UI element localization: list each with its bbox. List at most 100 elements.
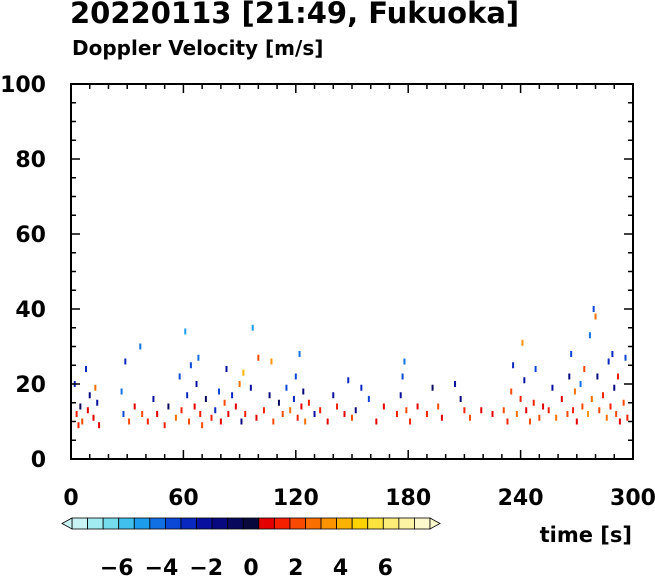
data-point: [184, 328, 187, 335]
data-point: [204, 396, 207, 402]
data-point: [360, 384, 363, 391]
colorbar-swatch: [196, 517, 213, 530]
data-point: [128, 418, 131, 425]
data-point: [238, 381, 241, 387]
data-point: [88, 392, 91, 399]
data-point: [139, 343, 142, 350]
data-point: [588, 332, 591, 339]
y-tick-label: 0: [31, 448, 46, 473]
data-point: [336, 403, 339, 410]
data-point: [617, 373, 620, 380]
x-axis-label: time [s]: [540, 523, 632, 547]
data-point: [454, 381, 457, 387]
y-tick-label: 60: [15, 223, 46, 248]
data-point: [547, 407, 550, 414]
data-point: [512, 362, 515, 369]
data-point: [231, 392, 234, 399]
data-point: [225, 366, 228, 372]
data-point: [219, 418, 222, 425]
data-point: [523, 377, 526, 384]
data-point: [572, 407, 575, 414]
data-point: [178, 373, 181, 380]
data-point: [197, 354, 200, 361]
data-point: [607, 358, 610, 365]
colorbar-swatch: [320, 517, 338, 530]
colorbar-swatch: [305, 517, 322, 530]
data-point: [575, 418, 578, 425]
colorbar-swatch: [382, 517, 400, 530]
data-point: [186, 392, 189, 399]
data-point: [217, 388, 220, 395]
data-point: [300, 403, 303, 410]
data-points: [73, 306, 629, 429]
colorbar-swatch: [102, 517, 120, 530]
data-point: [81, 418, 84, 425]
data-point: [199, 411, 202, 417]
data-point: [296, 414, 299, 421]
colorbar-tick-label: 0: [243, 556, 258, 577]
data-point: [542, 403, 545, 410]
data-point: [425, 411, 428, 417]
x-tick-label: 300: [610, 486, 655, 511]
data-point: [405, 407, 408, 414]
data-point: [534, 366, 537, 372]
data-point: [590, 396, 593, 402]
data-point: [201, 422, 204, 429]
data-point: [272, 418, 275, 425]
colorbar-tick-labels: −6 −4 −2 0 2 4 6: [100, 556, 393, 577]
data-point: [156, 411, 159, 417]
data-point: [255, 414, 258, 421]
colorbar-swatch: [133, 517, 151, 530]
colorbar-swatch: [289, 517, 306, 530]
data-point: [382, 403, 385, 410]
y-tick-label: 80: [15, 148, 46, 173]
axis-ticks: [70, 83, 634, 460]
data-point: [268, 392, 271, 399]
data-point: [521, 339, 524, 346]
colorbar-tick-label: 2: [288, 556, 303, 577]
data-point: [519, 396, 522, 402]
data-point: [214, 407, 217, 414]
data-point: [86, 407, 89, 414]
data-point: [602, 392, 605, 399]
colorbar-tick-label: 6: [378, 556, 393, 577]
colorbar-swatch: [149, 517, 166, 530]
data-point: [270, 358, 273, 365]
data-point: [409, 418, 412, 425]
colorbar-swatch: [164, 517, 182, 530]
data-point: [298, 351, 301, 357]
data-point: [210, 414, 213, 421]
data-point: [313, 411, 316, 417]
data-point: [223, 399, 226, 406]
data-point: [538, 414, 541, 421]
colorbar-swatch: [118, 517, 135, 530]
data-point: [96, 399, 99, 406]
chart-subtitle: Doppler Velocity [m/s]: [72, 36, 324, 60]
data-point: [189, 362, 192, 369]
data-point: [592, 306, 595, 312]
colorbar-tick-label: −4: [145, 556, 179, 577]
plot-frame: [70, 83, 634, 460]
colorbar-swatch: [273, 517, 291, 530]
data-point: [94, 384, 97, 391]
y-tick-labels: 0 20 40 60 80 100: [0, 73, 46, 473]
data-point: [626, 414, 629, 421]
x-tick-label: 120: [273, 486, 319, 511]
data-point: [77, 422, 80, 429]
data-point: [399, 392, 402, 399]
data-point: [622, 399, 625, 406]
data-point: [262, 407, 265, 414]
colorbar-tick-label: 4: [333, 556, 348, 577]
colorbar-low-arrow: [61, 517, 73, 530]
data-point: [463, 407, 466, 414]
data-point: [227, 411, 230, 417]
data-point: [469, 414, 472, 421]
data-point: [343, 411, 346, 417]
data-point: [605, 414, 608, 421]
data-point: [188, 418, 191, 425]
colorbar-swatch: [367, 517, 384, 530]
data-point: [566, 411, 569, 417]
data-point: [347, 377, 350, 384]
y-tick-label: 20: [15, 373, 46, 398]
